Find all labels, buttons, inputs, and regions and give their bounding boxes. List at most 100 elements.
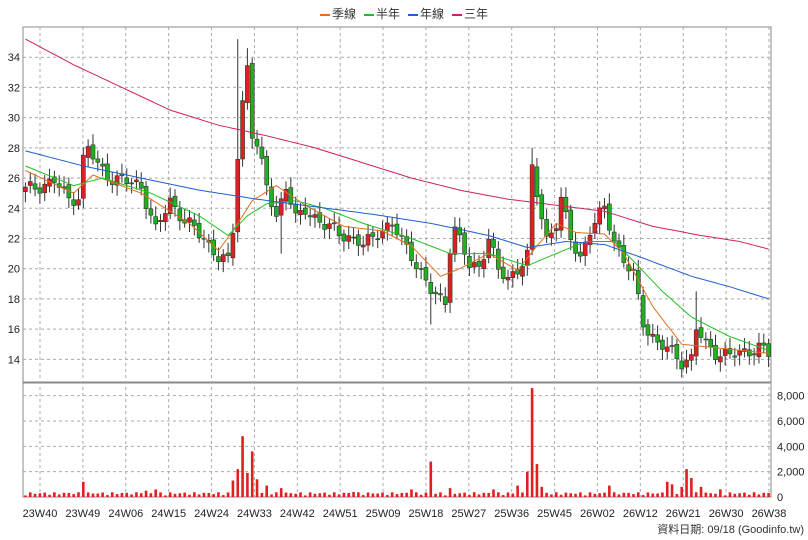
volume-bar-148: [738, 493, 741, 497]
volume-bar-57: [299, 492, 302, 497]
candle-body-131: [655, 334, 660, 343]
chart-legend: 季線 半年 年線 三年: [0, 5, 808, 22]
volume-bar-25: [144, 490, 148, 497]
candle-body-3: [37, 187, 43, 194]
volume-bar-1: [28, 492, 32, 497]
volume-bar-100: [506, 492, 510, 497]
candle-body-96: [486, 239, 491, 259]
x-tick-label-6: 24W42: [280, 508, 315, 520]
volume-bar-79: [405, 492, 408, 497]
volume-bar-126: [632, 494, 635, 497]
volume-bar-88: [448, 488, 452, 497]
data-date-footer: 資料日期: 09/18 (Goodinfo.tw): [657, 524, 804, 536]
volume-bar-128: [641, 495, 645, 497]
volume-bar-13: [86, 492, 90, 497]
candle-body-142: [708, 338, 713, 348]
candle-body-107: [539, 194, 545, 220]
candle-body-63: [327, 223, 332, 229]
candle-body-118: [592, 222, 598, 234]
candle-body-145: [722, 348, 728, 356]
volume-bar-7: [57, 494, 61, 497]
candle-body-90: [457, 227, 463, 236]
volume-bar-96: [487, 493, 490, 497]
volume-bar-120: [603, 492, 606, 497]
candle-body-113: [568, 209, 574, 240]
legend-item-1: 半年: [363, 5, 400, 22]
x-tick-label-4: 24W24: [194, 508, 229, 520]
volume-bar-50: [265, 485, 269, 497]
volume-bar-123: [617, 494, 621, 497]
candle-body-26: [148, 208, 154, 216]
volume-bar-137: [685, 469, 688, 497]
x-tick-label-0: 23W40: [23, 508, 58, 520]
volume-bar-87: [443, 495, 447, 497]
volume-bar-82: [419, 494, 423, 497]
volume-bar-102: [516, 485, 519, 497]
candle-body-40: [216, 256, 221, 263]
candle-body-52: [274, 205, 279, 217]
volume-bar-34: [188, 494, 191, 497]
volume-bar-138: [690, 478, 693, 497]
volume-bar-108: [545, 492, 548, 497]
volume-bar-63: [328, 494, 331, 497]
candle-body-95: [481, 259, 487, 270]
volume-bar-19: [115, 494, 119, 497]
candle-body-49: [259, 146, 265, 159]
candle-body-116: [582, 242, 588, 256]
x-tick-label-13: 26W02: [580, 508, 615, 520]
legend-swatch-1: [363, 13, 374, 16]
volume-bar-38: [207, 493, 211, 497]
volume-bar-110: [554, 492, 558, 497]
legend-item-3: 三年: [452, 5, 488, 22]
price-tick-label-3: 20: [8, 264, 20, 276]
volume-bar-42: [226, 492, 230, 497]
volume-bar-94: [477, 494, 481, 497]
x-tick-label-8: 25W09: [366, 508, 401, 520]
candle-body-147: [732, 355, 738, 358]
candle-body-62: [322, 224, 327, 230]
volume-bar-18: [110, 492, 114, 497]
volume-bar-134: [670, 484, 674, 497]
volume-bar-112: [564, 492, 568, 497]
volume-bar-23: [135, 492, 138, 497]
volume-bar-84: [429, 461, 433, 497]
volume-bar-89: [453, 493, 457, 497]
volume-bar-30: [168, 492, 172, 497]
volume-bar-2: [33, 493, 37, 497]
volume-bar-104: [525, 471, 529, 497]
candle-body-87: [442, 296, 448, 305]
volume-bar-46: [246, 472, 249, 497]
volume-bar-81: [415, 492, 418, 497]
volume-bar-142: [709, 493, 712, 497]
volume-bar-64: [332, 492, 336, 497]
volume-bar-129: [646, 492, 650, 497]
volume-bar-133: [665, 481, 669, 497]
x-tick-label-7: 24W51: [323, 508, 358, 520]
candle-body-71: [365, 234, 371, 246]
volume-bar-153: [762, 492, 766, 497]
candle-body-85: [433, 291, 438, 295]
candle-body-133: [664, 346, 670, 352]
volume-bar-116: [583, 495, 587, 497]
volume-bar-37: [202, 492, 206, 497]
volume-bar-107: [540, 486, 544, 497]
candle-body-10: [71, 199, 76, 206]
candle-body-115: [578, 251, 583, 257]
candle-body-19: [114, 175, 120, 186]
ma-line-2: [25, 150, 769, 300]
volume-bar-26: [149, 493, 153, 497]
candle-body-32: [177, 208, 183, 222]
legend-label-1: 半年: [375, 7, 400, 21]
candle-body-73: [375, 238, 380, 241]
candle-body-111: [558, 196, 564, 231]
volume-bar-51: [270, 494, 273, 497]
volume-bar-41: [221, 495, 225, 497]
volume-bar-99: [501, 495, 505, 497]
volume-bar-124: [622, 492, 626, 497]
candle-body-105: [529, 164, 535, 250]
candle-body-50: [264, 156, 270, 186]
candle-body-70: [360, 244, 366, 248]
volume-bar-80: [410, 489, 413, 497]
volume-bar-109: [550, 494, 553, 497]
